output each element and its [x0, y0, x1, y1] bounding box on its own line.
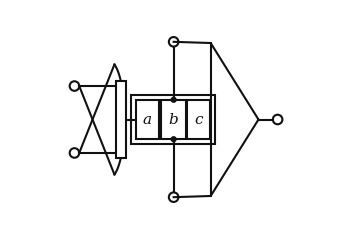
Text: c: c	[194, 113, 203, 126]
Circle shape	[171, 137, 176, 141]
Bar	[136, 100, 159, 139]
Circle shape	[171, 98, 176, 102]
Text: b: b	[169, 113, 178, 126]
Text: a: a	[143, 113, 152, 126]
Bar	[187, 100, 210, 139]
Bar	[161, 100, 186, 139]
Bar	[116, 81, 126, 158]
Bar	[131, 94, 215, 144]
